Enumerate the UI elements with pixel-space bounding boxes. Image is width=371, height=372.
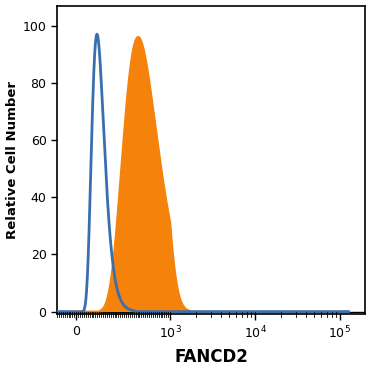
Y-axis label: Relative Cell Number: Relative Cell Number (6, 81, 19, 239)
X-axis label: FANCD2: FANCD2 (174, 349, 248, 366)
